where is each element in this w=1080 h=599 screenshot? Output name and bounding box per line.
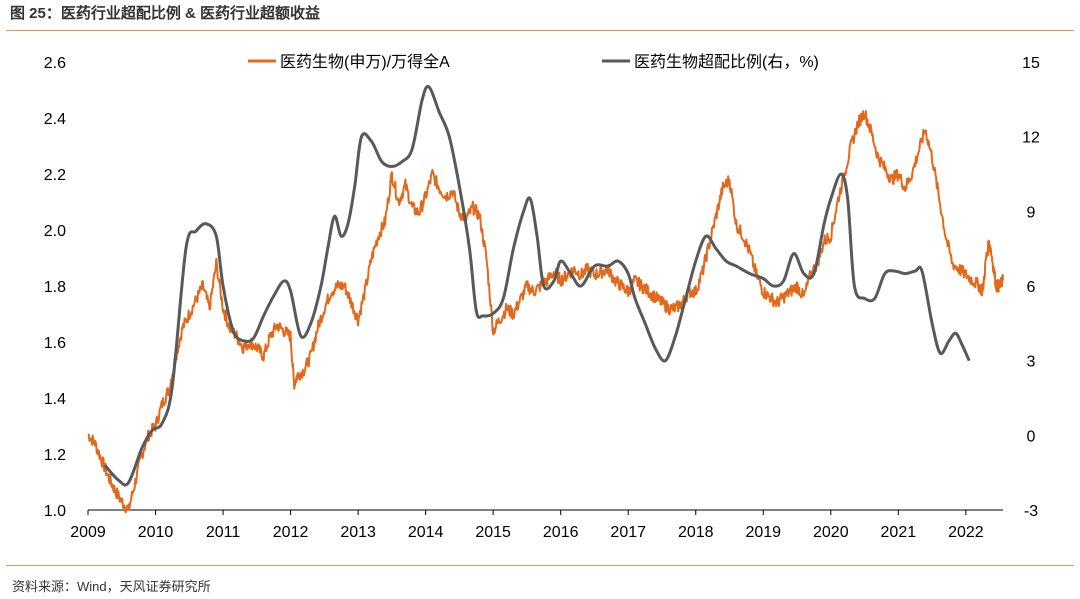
x-tick-label: 2009	[70, 524, 106, 541]
top-rule	[6, 30, 1074, 31]
legend: 医药生物(申万)/万得全A 医药生物超配比例(右，%)	[248, 53, 819, 71]
series-line-pharma-relative	[87, 110, 1004, 514]
y-left-tick-label: 2.6	[44, 55, 66, 72]
x-tick-label: 2014	[408, 524, 444, 541]
series-line-overweight-ratio	[103, 84, 971, 487]
x-tick-label: 2011	[206, 524, 241, 541]
y-left-tick-label: 1.8	[44, 279, 66, 296]
y-right-tick-label: -3	[1024, 503, 1038, 520]
x-tick-label: 2012	[273, 524, 309, 541]
x-tick-label: 2020	[813, 524, 849, 541]
y-left-tick-label: 1.6	[44, 335, 66, 352]
source-note: 资料来源：Wind，天风证券研究所	[12, 579, 211, 594]
y-left-tick-label: 2.4	[44, 111, 66, 128]
y-left-tick-label: 1.2	[44, 447, 66, 464]
x-tick-label: 2016	[543, 524, 579, 541]
plot-area: 2009 2010 2011 2012 2013 2014 2015 2016 2017 2018…	[44, 55, 1040, 541]
y-right-tick-label: 0	[1027, 428, 1036, 445]
bottom-rule	[6, 565, 1074, 566]
x-tick-label: 2013	[340, 524, 376, 541]
y-left-tick-label: 1.4	[44, 391, 66, 408]
x-tick-label: 2018	[678, 524, 714, 541]
y-right-tick-label: 15	[1022, 55, 1040, 72]
y-left-tick-label: 2.0	[44, 223, 66, 240]
y-right-tick-label: 3	[1027, 354, 1036, 371]
x-tick-label: 2017	[610, 524, 646, 541]
y-right-tick-label: 9	[1027, 204, 1036, 221]
dual-axis-line-chart: 2009 2010 2011 2012 2013 2014 2015 2016 2017 2018…	[44, 53, 1040, 541]
x-tick-label: 2010	[138, 524, 174, 541]
x-tick-label: 2019	[745, 524, 781, 541]
legend-label-pharma-relative: 医药生物(申万)/万得全A	[280, 53, 450, 71]
x-tick-label: 2021	[881, 524, 917, 541]
y-left-tick-label: 2.2	[44, 167, 66, 184]
x-tick-label: 2022	[948, 524, 984, 541]
figure-title: 图 25：医药行业超配比例 & 医药行业超额收益	[10, 5, 321, 22]
y-right-tick-label: 12	[1022, 130, 1040, 147]
legend-label-overweight-ratio: 医药生物超配比例(右，%)	[634, 53, 819, 71]
y-right-tick-label: 6	[1027, 279, 1036, 296]
y-left-tick-label: 1.0	[44, 503, 66, 520]
x-tick-label: 2015	[475, 524, 511, 541]
